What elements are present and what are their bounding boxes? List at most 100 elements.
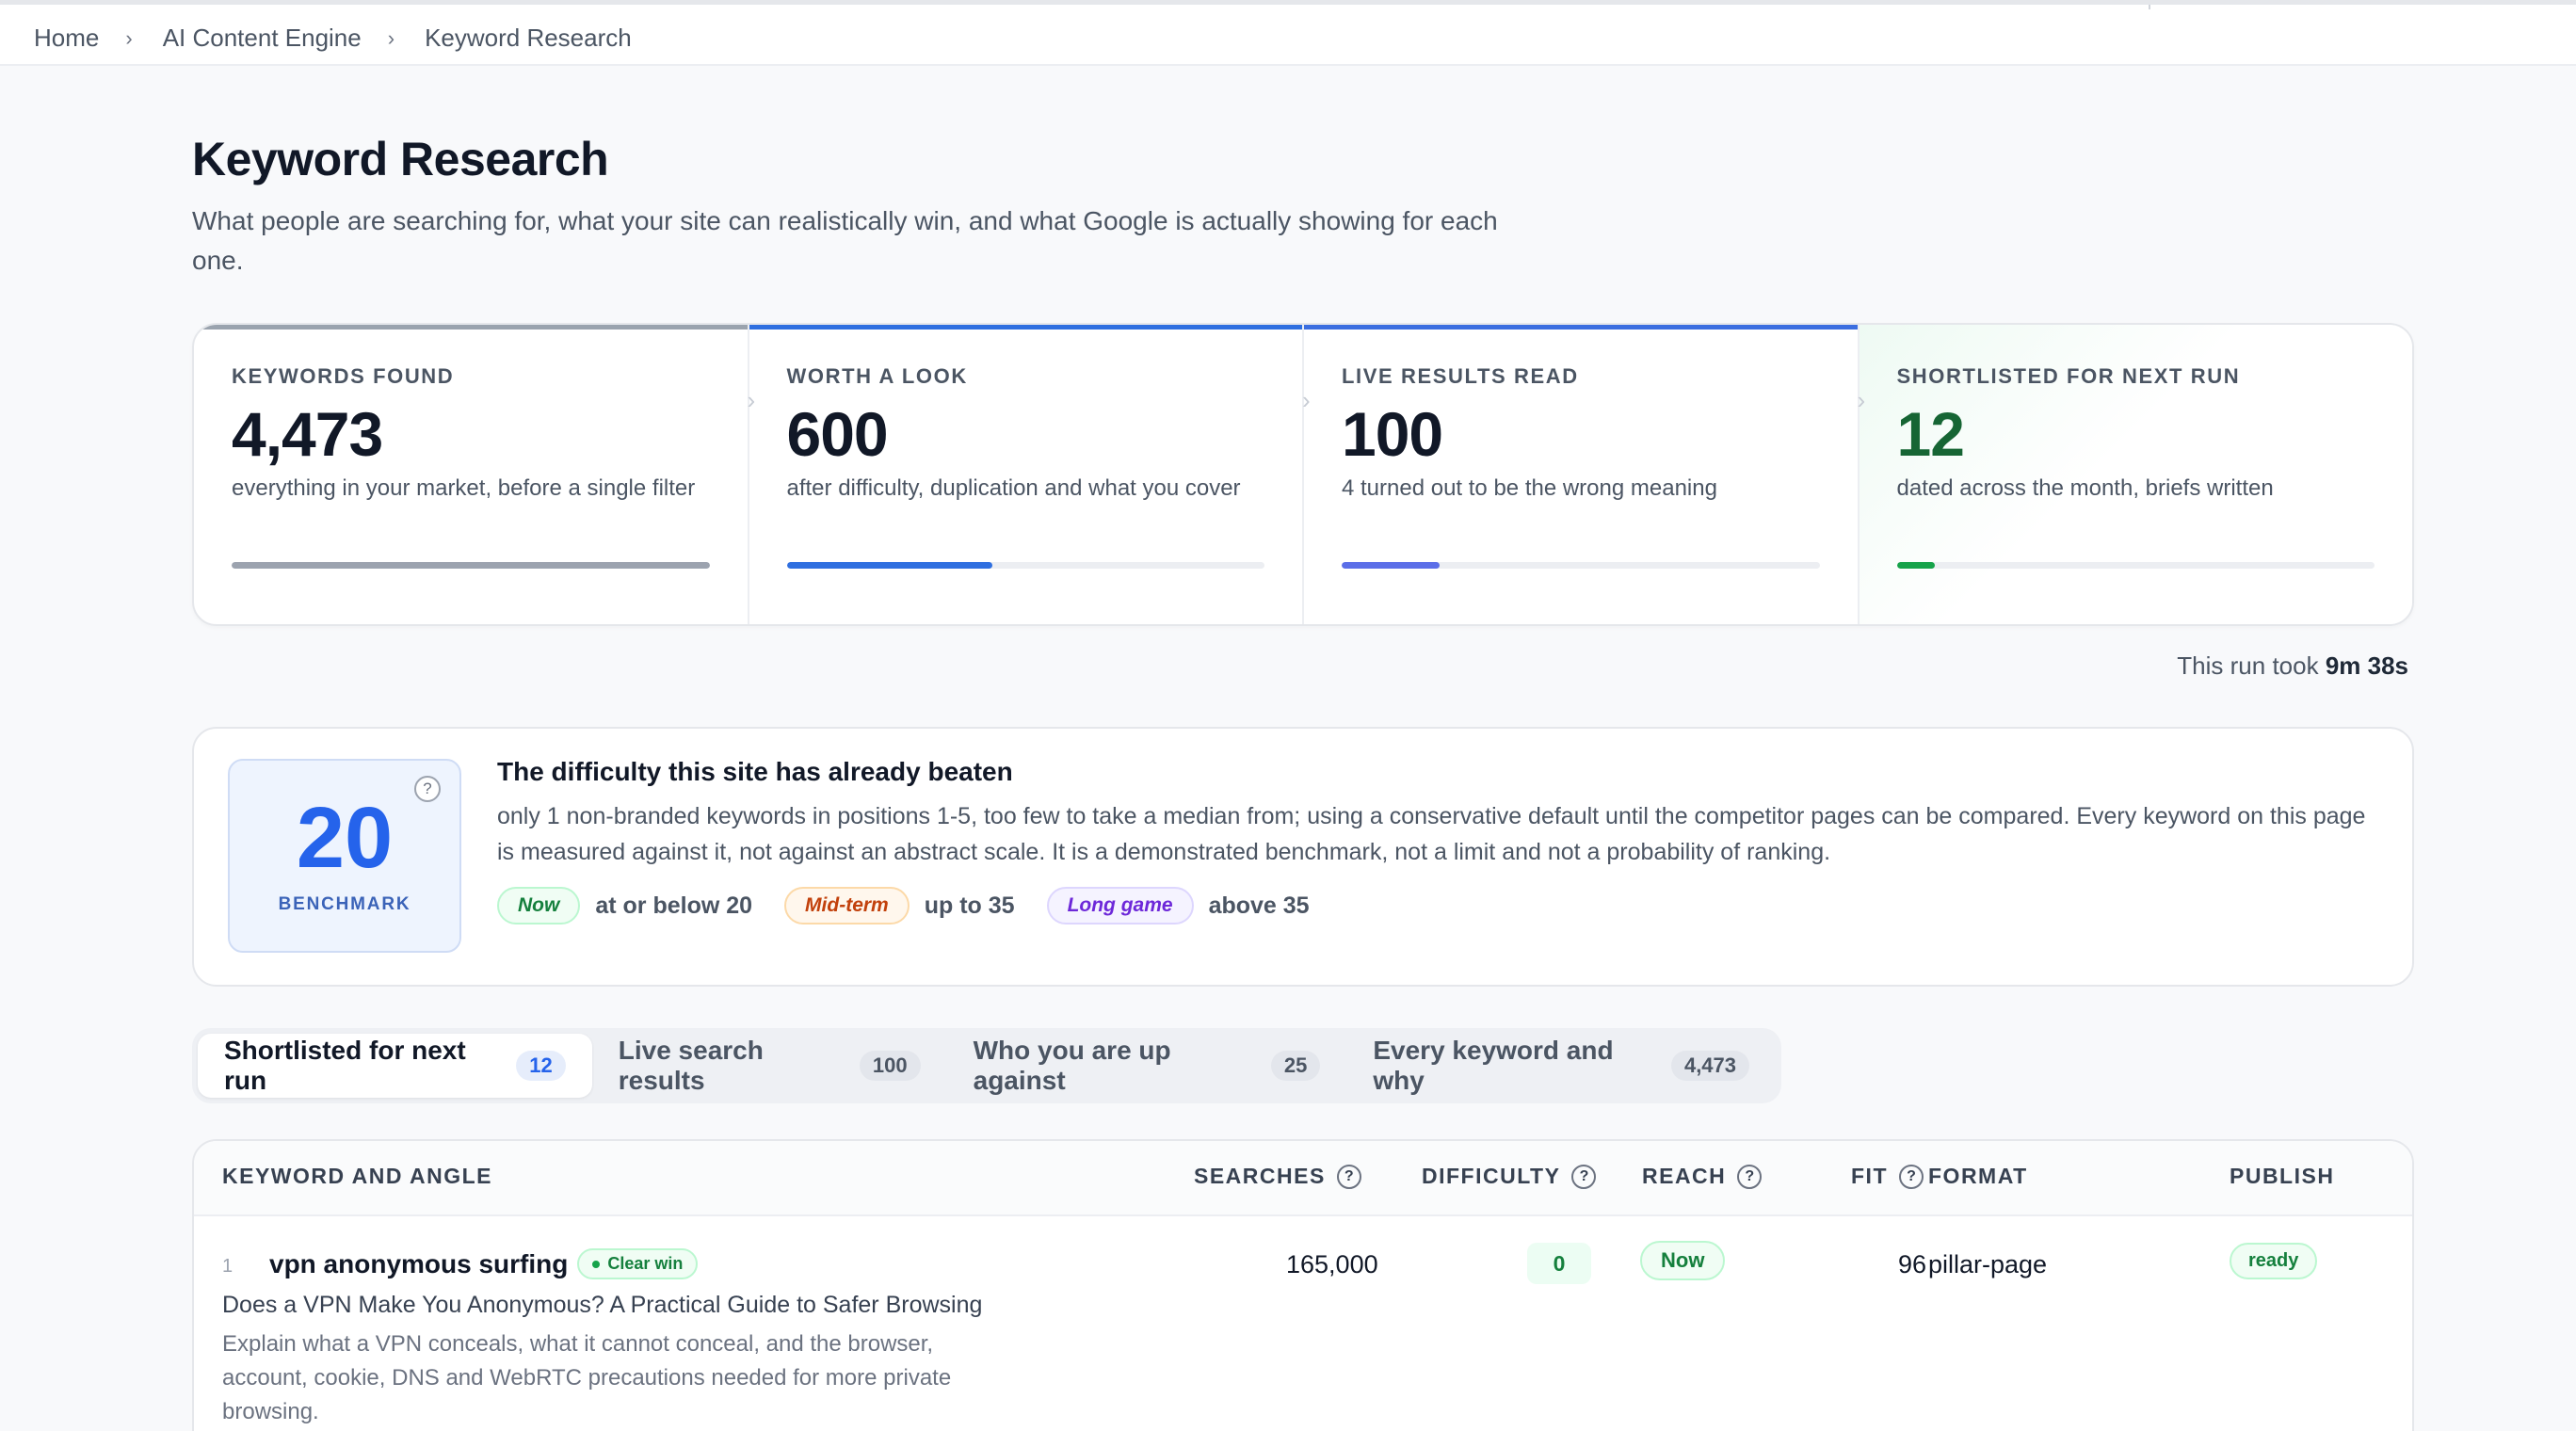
- reach-chip: Now: [1640, 1241, 1726, 1280]
- benchmark-caption: BENCHMARK: [278, 894, 411, 914]
- column-header-reach[interactable]: REACH?: [1642, 1164, 1763, 1189]
- tab-live-search-results[interactable]: Live search results 100: [592, 1034, 947, 1098]
- stat-progress-bar: [786, 562, 1264, 569]
- run-duration-label: This run took: [2177, 651, 2326, 680]
- tab-bar: Shortlisted for next run 12 Live search …: [192, 1028, 1781, 1103]
- stat-progress-bar: [232, 562, 710, 569]
- column-header-format[interactable]: FORMAT: [1928, 1164, 2028, 1189]
- searches-cell: 165,000: [1286, 1250, 1378, 1279]
- keyword-cell: vpn anonymous surfing Clear win: [269, 1248, 699, 1279]
- clear-win-badge: Clear win: [577, 1248, 699, 1279]
- table-header: KEYWORD AND ANGLE SEARCHES? DIFFICULTY? …: [194, 1141, 2412, 1216]
- stat-shortlisted: › SHORTLISTED FOR NEXT RUN 12 dated acro…: [1857, 325, 2412, 624]
- stat-progress-bar: [1896, 562, 2375, 569]
- reach-legend: Now at or below 20 Mid-term up to 35 Lon…: [497, 887, 1342, 925]
- column-header-label: PUBLISH: [2230, 1164, 2335, 1188]
- tab-count-badge: 12: [516, 1051, 566, 1081]
- help-icon[interactable]: ?: [1737, 1164, 1763, 1189]
- stat-value: 100: [1342, 399, 1443, 469]
- stat-description: everything in your market, before a sing…: [232, 475, 696, 501]
- stat-keywords-found: KEYWORDS FOUND 4,473 everything in your …: [194, 325, 749, 624]
- help-icon[interactable]: ?: [414, 776, 441, 802]
- article-angle-title: Does a VPN Make You Anonymous? A Practic…: [222, 1292, 983, 1318]
- column-header-label: FORMAT: [1928, 1164, 2028, 1188]
- help-icon[interactable]: ?: [1899, 1164, 1924, 1189]
- stat-label: WORTH A LOOK: [786, 364, 968, 388]
- keyword-text[interactable]: vpn anonymous surfing: [269, 1248, 569, 1278]
- tab-label: Live search results: [618, 1036, 764, 1095]
- stat-label: KEYWORDS FOUND: [232, 364, 455, 388]
- chevron-right-icon: ›: [1857, 386, 1866, 414]
- column-header-publish[interactable]: PUBLISH: [2230, 1164, 2334, 1189]
- page-title: Keyword Research: [192, 133, 609, 185]
- stat-live-results-read: › LIVE RESULTS READ 100 4 turned out to …: [1302, 325, 1860, 624]
- column-header-keyword[interactable]: KEYWORD AND ANGLE: [222, 1164, 492, 1189]
- tab-label: Every keyword and why: [1373, 1036, 1614, 1095]
- benchmark-title: The difficulty this site has already bea…: [497, 757, 1013, 786]
- stat-worth-a-look: › WORTH A LOOK 600 after difficulty, dup…: [747, 325, 1304, 624]
- stat-description: 4 turned out to be the wrong meaning: [1342, 475, 1717, 501]
- stat-label: LIVE RESULTS READ: [1342, 364, 1579, 388]
- format-cell: pillar-page: [1928, 1250, 2048, 1278]
- column-header-fit[interactable]: FIT?: [1851, 1164, 1924, 1189]
- benchmark-value: 20: [296, 790, 394, 886]
- tab-count-badge: 25: [1270, 1051, 1321, 1081]
- column-header-label: FIT: [1851, 1164, 1888, 1188]
- stat-value: 12: [1896, 399, 1965, 469]
- stat-accent-line: [194, 325, 748, 330]
- run-duration: This run took 9m 38s: [2177, 651, 2408, 681]
- tab-competitors[interactable]: Who you are up against 25: [947, 1034, 1347, 1098]
- searches-value: 165,000: [1286, 1250, 1378, 1278]
- stat-value: 600: [786, 399, 889, 469]
- stat-value: 4,473: [232, 399, 383, 469]
- chevron-right-icon: ›: [387, 25, 395, 50]
- article-angle-description: Explain what a VPN conceals, what it can…: [222, 1331, 952, 1424]
- fit-score: 96: [1897, 1250, 1926, 1278]
- pipeline-stats: KEYWORDS FOUND 4,473 everything in your …: [192, 323, 2414, 626]
- top-bar: Home › AI Content Engine › Keyword Resea…: [0, 0, 2576, 66]
- stat-accent-line: [1304, 325, 1858, 330]
- column-header-difficulty[interactable]: DIFFICULTY?: [1422, 1164, 1597, 1189]
- column-header-label: SEARCHES: [1194, 1164, 1326, 1188]
- stat-progress-bar: [1342, 562, 1820, 569]
- benchmark-score-box: ? 20 BENCHMARK: [228, 759, 461, 953]
- stat-progress-fill: [786, 562, 992, 569]
- breadcrumb-current: Keyword Research: [425, 24, 632, 52]
- help-icon[interactable]: ?: [1336, 1164, 1361, 1189]
- stat-description: dated across the month, briefs written: [1896, 475, 2274, 501]
- tab-count-badge: 100: [859, 1051, 921, 1081]
- breadcrumb-section-link[interactable]: AI Content Engine: [162, 24, 362, 52]
- stat-progress-fill: [1896, 562, 1936, 569]
- shortlist-table: KEYWORD AND ANGLE SEARCHES? DIFFICULTY? …: [192, 1139, 2414, 1431]
- tab-label: Who you are up against: [973, 1036, 1171, 1095]
- stat-accent-line: [749, 325, 1302, 330]
- legend-text: above 35: [1208, 892, 1310, 919]
- column-header-label: DIFFICULTY: [1422, 1164, 1561, 1188]
- legend-pill-now: Now: [497, 887, 581, 925]
- stat-progress-fill: [232, 562, 710, 569]
- column-header-label: KEYWORD AND ANGLE: [222, 1164, 493, 1188]
- chevron-right-icon: ›: [747, 386, 756, 414]
- publish-status-badge: ready: [2230, 1243, 2318, 1279]
- legend-text: up to 35: [924, 892, 1015, 919]
- chevron-right-icon: ›: [1302, 386, 1311, 414]
- breadcrumb-home-link[interactable]: Home: [34, 24, 100, 52]
- difficulty-chip: 0: [1527, 1243, 1591, 1284]
- legend-pill-mid-term: Mid-term: [784, 887, 910, 925]
- stat-progress-fill: [1342, 562, 1441, 569]
- benchmark-description: only 1 non-branded keywords in positions…: [497, 803, 2366, 865]
- column-header-label: REACH: [1642, 1164, 1727, 1188]
- tab-every-keyword[interactable]: Every keyword and why 4,473: [1346, 1034, 1776, 1098]
- tab-shortlisted[interactable]: Shortlisted for next run 12: [198, 1034, 592, 1098]
- column-header-searches[interactable]: SEARCHES?: [1194, 1164, 1361, 1189]
- tab-label: Shortlisted for next run: [224, 1036, 466, 1095]
- chevron-right-icon: ›: [125, 25, 133, 50]
- badge-label: Clear win: [607, 1254, 684, 1273]
- help-icon[interactable]: ?: [1571, 1164, 1597, 1189]
- legend-pill-long-game: Long game: [1046, 887, 1194, 925]
- breadcrumb: Home › AI Content Engine › Keyword Resea…: [34, 24, 632, 53]
- tab-count-badge: 4,473: [1670, 1051, 1750, 1081]
- page-subtitle: What people are searching for, what your…: [192, 206, 1498, 275]
- stat-description: after difficulty, duplication and what y…: [786, 475, 1241, 501]
- status-dot-icon: [592, 1260, 601, 1268]
